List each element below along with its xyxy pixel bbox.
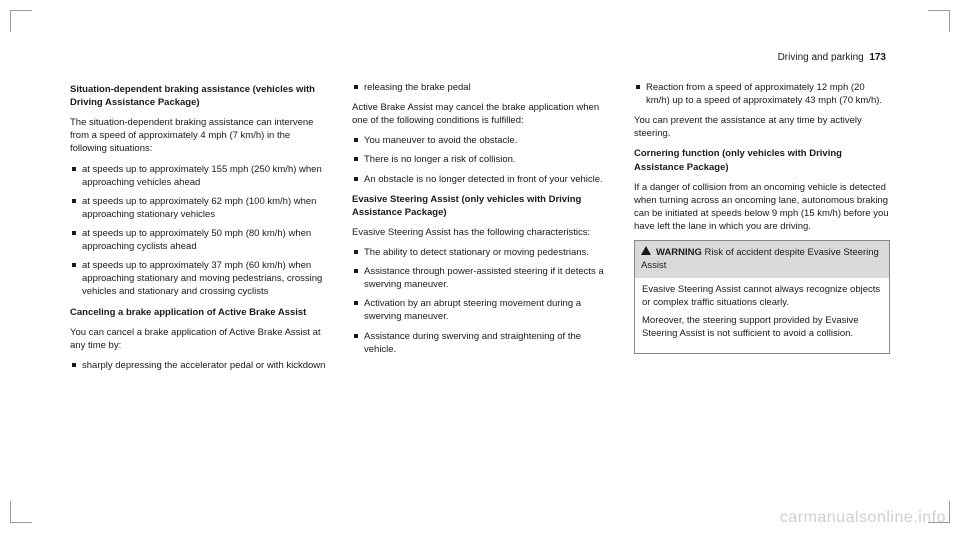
list-item: at speeds up to approximately 37 mph (60… — [70, 259, 326, 298]
warning-triangle-icon — [641, 246, 651, 255]
page-header: Driving and parking 173 — [70, 52, 890, 63]
warning-box: WARNING Risk of accident despite Evasive… — [634, 240, 890, 354]
list-item: Assistance through power-assisted steeri… — [352, 265, 608, 291]
list-item: The ability to detect stationary or movi… — [352, 246, 608, 259]
bullet-list: sharply depressing the accelerator pedal… — [70, 359, 326, 372]
paragraph: Evasive Steering Assist has the followin… — [352, 226, 608, 239]
list-item: You maneuver to avoid the obstacle. — [352, 134, 608, 147]
paragraph: Evasive Steering Assist cannot always re… — [642, 284, 882, 310]
paragraph: If a danger of collision from an oncomin… — [634, 181, 890, 233]
watermark: carmanualsonline.info — [780, 509, 946, 527]
list-item: An obstacle is no longer detected in fro… — [352, 173, 608, 186]
column-3: Reaction from a speed of approximately 1… — [634, 81, 890, 379]
heading: Cornering function (only vehicles with D… — [634, 147, 890, 173]
list-item: There is no longer a risk of collision. — [352, 153, 608, 166]
crop-mark — [10, 501, 32, 523]
paragraph: You can cancel a brake application of Ac… — [70, 326, 326, 352]
paragraph: The situation-dependent braking assistan… — [70, 116, 326, 155]
paragraph: Active Brake Assist may cancel the brake… — [352, 101, 608, 127]
warning-body: Evasive Steering Assist cannot always re… — [635, 278, 889, 353]
list-item: Activation by an abrupt steering movemen… — [352, 297, 608, 323]
column-2: releasing the brake pedal Active Brake A… — [352, 81, 608, 379]
warning-title: WARNING — [656, 247, 702, 258]
page-number: 173 — [869, 52, 886, 63]
list-item: Reaction from a speed of approximately 1… — [634, 81, 890, 107]
list-item: Assistance during swerving and straighte… — [352, 330, 608, 356]
column-1: Situation-dependent braking assistance (… — [70, 81, 326, 379]
paragraph: Moreover, the steering support provided … — [642, 315, 882, 341]
list-item: releasing the brake pedal — [352, 81, 608, 94]
page-content: Driving and parking 173 Situation-depend… — [70, 52, 890, 493]
heading: Canceling a brake application of Active … — [70, 306, 326, 319]
list-item: at speeds up to approximately 62 mph (10… — [70, 195, 326, 221]
bullet-list: The ability to detect stationary or movi… — [352, 246, 608, 356]
list-item: sharply depressing the accelerator pedal… — [70, 359, 326, 372]
columns: Situation-dependent braking assistance (… — [70, 81, 890, 379]
bullet-list: releasing the brake pedal — [352, 81, 608, 94]
warning-header: WARNING Risk of accident despite Evasive… — [635, 241, 889, 278]
crop-mark — [10, 10, 32, 32]
section-title: Driving and parking — [778, 52, 864, 63]
heading: Situation-dependent braking assistance (… — [70, 83, 326, 109]
bullet-list: You maneuver to avoid the obstacle. Ther… — [352, 134, 608, 185]
list-item: at speeds up to approximately 155 mph (2… — [70, 163, 326, 189]
list-item: at speeds up to approximately 50 mph (80… — [70, 227, 326, 253]
heading: Evasive Steering Assist (only vehicles w… — [352, 193, 608, 219]
bullet-list: at speeds up to approximately 155 mph (2… — [70, 163, 326, 299]
paragraph: You can prevent the assistance at any ti… — [634, 114, 890, 140]
bullet-list: Reaction from a speed of approximately 1… — [634, 81, 890, 107]
crop-mark — [928, 10, 950, 32]
